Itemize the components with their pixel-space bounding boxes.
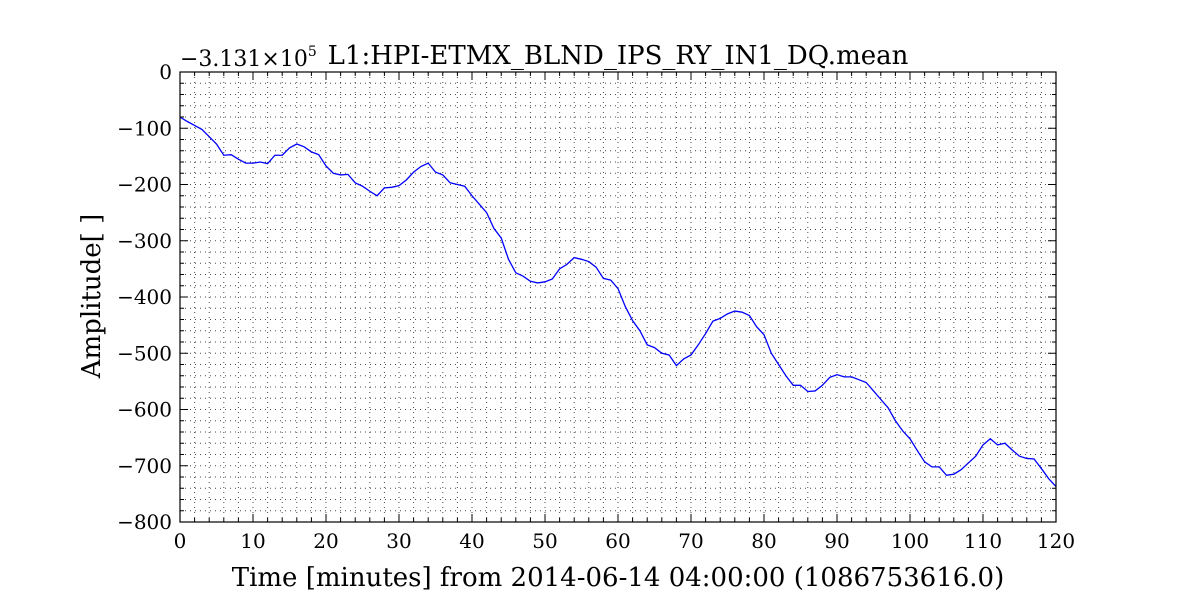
x-tick-label: 10	[240, 529, 265, 553]
x-axis-label: Time [minutes] from 2014-06-14 04:00:00 …	[232, 563, 1005, 593]
x-tick-label: 70	[678, 529, 703, 553]
y-tick-label: 0	[159, 60, 172, 84]
series-layer	[179, 116, 1057, 488]
x-tick-label: 30	[386, 529, 411, 553]
series-line	[179, 116, 1057, 488]
y-tick-label: −600	[117, 398, 172, 422]
y-axis-label: Amplitude[ ]	[77, 214, 107, 379]
x-tick-label: 60	[605, 529, 630, 553]
y-tick-labels: 0 −100 −200 −300 −400 −500 −600 −700 −800	[117, 60, 172, 534]
x-tick-labels: 0 10 20 30 40 50 60 70 80 90 100 110 120	[174, 529, 1075, 553]
y-tick-label: −400	[117, 285, 172, 309]
axis-ticks	[179, 71, 1057, 523]
y-tick-label: −800	[117, 510, 172, 534]
y-tick-label: −300	[117, 229, 172, 253]
x-tick-label: 40	[459, 529, 484, 553]
x-tick-label: 0	[174, 529, 187, 553]
x-tick-label: 20	[313, 529, 338, 553]
x-tick-label: 110	[964, 529, 1002, 553]
y-tick-label: −100	[117, 116, 172, 140]
chart-title: L1:HPI-ETMX_BLND_IPS_RY_IN1_DQ.mean	[328, 41, 909, 71]
grid-lines	[180, 72, 1056, 522]
y-tick-label: −200	[117, 173, 172, 197]
x-tick-label: 50	[532, 529, 557, 553]
x-tick-label: 90	[824, 529, 849, 553]
x-tick-label: 120	[1037, 529, 1075, 553]
y-tick-label: −500	[117, 341, 172, 365]
x-tick-label: 100	[891, 529, 929, 553]
y-offset-label: −3.131×105	[180, 44, 317, 72]
x-tick-label: 80	[751, 529, 776, 553]
y-tick-label: −700	[117, 454, 172, 478]
